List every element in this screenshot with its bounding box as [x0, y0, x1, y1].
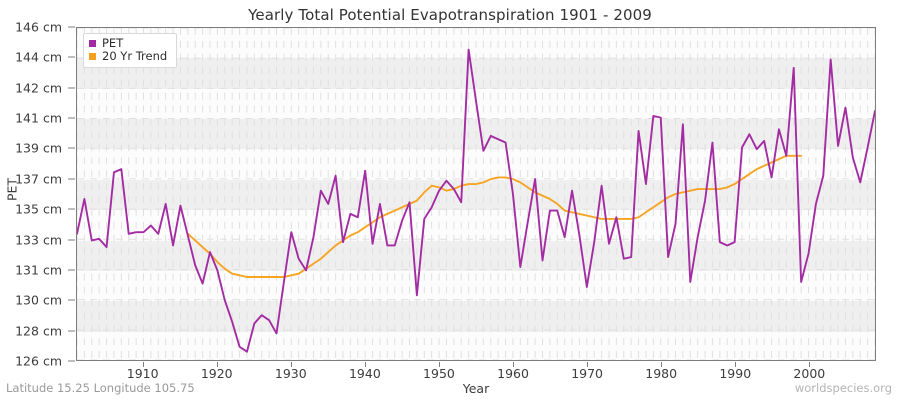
x-axis-tick-labels: 1910 1920 1930 1940 1950 1960 1970 1980 1990 2000: [76, 362, 876, 384]
x-axis-tick-mark: [809, 362, 811, 367]
y-axis-tick-label: 128 cm: [15, 323, 62, 339]
y-axis-tick-label: 133 cm: [15, 232, 62, 248]
y-axis-tick-label: 141 cm: [15, 110, 62, 126]
legend-swatch-trend: [89, 53, 96, 60]
y-axis-tick-mark: [68, 87, 75, 89]
x-axis-tick-mark: [735, 362, 737, 367]
x-axis-tick-mark: [364, 362, 366, 367]
footer-coordinates: Latitude 15.25 Longitude 105.75: [6, 381, 195, 395]
y-axis-tick-label: 144 cm: [15, 49, 62, 65]
y-axis-tick-label: 142 cm: [15, 80, 62, 96]
y-axis-tick-label: 139 cm: [15, 140, 62, 156]
x-axis-tick-label: 2000: [793, 366, 826, 381]
y-axis-tick-mark: [68, 147, 75, 149]
chart-legend: PET 20 Yr Trend: [83, 33, 178, 68]
x-axis-tick-label: 1950: [423, 366, 455, 381]
y-axis-tick-mark: [68, 208, 75, 210]
x-axis-tick-label: 1970: [571, 366, 604, 381]
y-axis-tick-label: 131 cm: [15, 262, 62, 278]
x-axis-tick-mark: [142, 362, 144, 367]
x-axis-tick-label: 1980: [645, 366, 678, 381]
x-axis-tick-mark: [290, 362, 292, 367]
x-axis-tick-label: 1960: [497, 366, 529, 381]
y-axis-tick-mark: [68, 26, 75, 28]
y-axis-tick-label: 137 cm: [15, 171, 62, 187]
y-axis-tick-labels: 146 cm 144 cm 142 cm 141 cm 139 cm 137 cm 135 …: [0, 20, 75, 369]
y-axis-tick-label: 126 cm: [15, 353, 62, 369]
x-axis-tick-mark: [216, 362, 218, 367]
y-axis-tick-label: 130 cm: [15, 292, 62, 308]
x-axis-tick-mark: [587, 362, 589, 367]
x-axis-title: Year: [462, 381, 490, 396]
y-axis-tick-label: 135 cm: [15, 201, 62, 217]
x-axis-tick-mark: [513, 362, 515, 367]
y-axis-tick-mark: [68, 56, 75, 58]
legend-item-trend[interactable]: 20 Yr Trend: [89, 50, 167, 63]
legend-item-pet[interactable]: PET: [89, 37, 167, 50]
x-axis-tick-label: 1910: [126, 366, 159, 381]
y-axis-tick-mark: [68, 117, 75, 119]
x-axis-tick-label: 1920: [200, 366, 233, 381]
x-axis-tick-mark: [438, 362, 440, 367]
y-axis-tick-mark: [68, 330, 75, 332]
trend-line-path: [186, 154, 803, 278]
x-axis-tick-label: 1990: [719, 366, 752, 381]
footer-attribution: worldspecies.org: [794, 381, 892, 395]
series-layer: [77, 48, 875, 353]
x-axis-tick-label: 1930: [274, 366, 307, 381]
y-axis-tick-mark: [68, 239, 75, 241]
legend-label-pet: PET: [102, 36, 124, 50]
x-axis-tick-label: 1940: [348, 366, 381, 381]
grid-svg: [77, 28, 875, 360]
legend-swatch-pet: [89, 40, 96, 47]
chart-title: Yearly Total Potential Evapotranspiratio…: [248, 6, 652, 24]
legend-label-trend: 20 Yr Trend: [102, 49, 168, 63]
y-axis-tick-mark: [68, 178, 75, 180]
pet-line-path: [77, 48, 875, 353]
gridlines: [77, 28, 875, 360]
y-axis-tick-label: 146 cm: [15, 19, 62, 35]
y-axis-tick-mark: [68, 269, 75, 271]
y-axis-tick-mark: [68, 299, 75, 301]
plot-area: [76, 27, 876, 361]
y-axis-tick-mark: [68, 360, 75, 362]
x-axis-tick-mark: [661, 362, 663, 367]
